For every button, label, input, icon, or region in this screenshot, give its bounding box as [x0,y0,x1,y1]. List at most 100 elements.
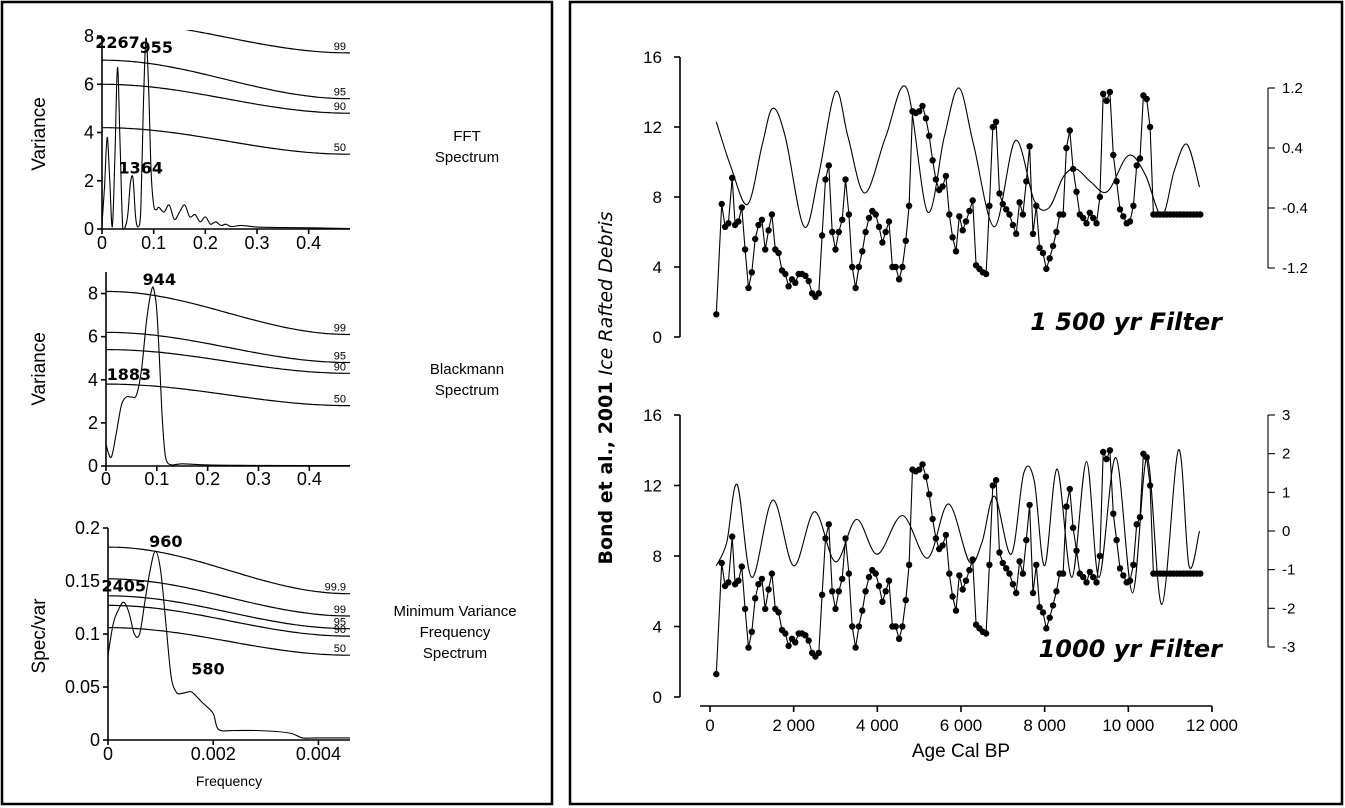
ird-point [815,649,822,657]
ird-point [1096,193,1104,201]
ird-point [916,466,923,473]
ird-point [1130,561,1137,568]
right-tick-label: -3 [1282,639,1295,656]
ird-point [905,202,913,209]
ird-point [1039,609,1047,616]
minimum-variance-spectrum-chart: 0 0.05 0.1 0.15 0.2 0 0.002 0.004 Spec/var Freque… [29,518,517,789]
ird-point [962,218,970,225]
right-tick-label: -1 [1282,562,1295,579]
y-tick-label: 0.05 [65,677,100,697]
ird-point [872,570,879,577]
ird-point [852,644,859,651]
ird-point [839,216,846,223]
x-tick-label: 6 000 [940,716,983,735]
ird-point [849,263,856,271]
y-tick-label: 0 [653,688,662,707]
ird-point [839,575,846,583]
ird-point [1036,244,1043,251]
ird-point [713,670,720,678]
ird-point [842,176,849,183]
ird-point [1136,155,1144,162]
spectrum-line [102,37,350,229]
ird-point [842,535,849,542]
ird-point [752,595,759,602]
ird-point [1026,143,1033,150]
ird-point [1086,568,1094,576]
ird-point [1003,565,1010,572]
ird-point [1093,220,1100,227]
ird-point [1120,213,1127,220]
significance-label: 99 [334,323,346,335]
side-label-line: Spectrum [423,645,487,662]
ird-point [922,473,930,480]
ird-point [745,284,752,292]
filter-title: 1 500 yr Filter [1030,308,1224,336]
x-axis-label: Age Cal BP [912,741,1010,762]
blackmann-spectrum-chart: 0 2 4 6 8 0 0.1 0.2 0.3 0.4 Variance Blackmann Spect… [29,270,504,489]
ird-point [785,642,792,650]
ird-point [1023,178,1030,185]
ird-point [865,214,873,222]
ird-point [1046,614,1053,621]
ird-point [966,566,973,574]
ird-point [835,228,842,236]
ird-point [905,561,913,568]
y-tick-label: 0.2 [75,518,100,538]
y-tick-label: 8 [88,284,98,304]
y-tick-label: 4 [653,618,662,637]
right-tick-label: -2 [1282,600,1295,617]
ird-point [1066,485,1074,493]
ird-point [718,200,725,208]
ird-point [1063,503,1070,510]
ird-point [738,204,745,211]
plot-content [102,30,350,229]
ird-point [805,637,812,644]
x-tick-label: 0.2 [193,233,218,253]
ird-point [855,263,863,271]
ird-point [885,218,893,225]
ird-point [1197,211,1204,218]
filter-1500-chart: 0 4 8 12 16 -1.2 -0.4 0.4 1.2 1 500 yr Filter [643,48,1308,347]
filtered-curve [715,449,1201,606]
ird-point [969,197,976,204]
y-tick-label: 16 [643,406,662,425]
ird-point [999,200,1006,208]
ird-point [1043,265,1050,272]
ird-point [1009,581,1017,588]
ird-point [895,276,903,283]
ird-point [825,162,832,169]
ird-point [829,228,836,236]
ird-point [892,623,899,630]
side-label-line: Blackmann [430,361,504,378]
y-tick-label: 0 [84,219,94,239]
ird-point [962,577,970,584]
ird-point [765,586,772,593]
ird-point [1066,127,1074,134]
x-tick-label: 0.4 [297,469,322,489]
ird-point [822,176,829,183]
ird-point [922,115,930,122]
ird-point [952,248,960,255]
ird-point [785,283,792,290]
ird-point [1100,90,1107,98]
ird-point [899,263,906,271]
significance-label: 99 [334,41,346,53]
ird-point [735,577,742,584]
ird-point [782,630,789,637]
ird-point [859,607,866,614]
ird-line [715,91,1201,315]
significance-label: 99 [334,604,346,616]
ird-point [1036,603,1043,611]
ird-point [946,211,953,218]
ird-point [755,581,762,588]
ird-point [865,573,873,581]
ird-point [956,572,963,579]
right-tick-label: 1.2 [1282,80,1303,97]
significance-label: 90 [334,101,346,113]
ird-point [1133,521,1140,528]
x-tick-label: 0.3 [244,233,269,253]
peak-label: 1883 [107,365,152,384]
peak-label: 2267 [95,33,140,52]
ird-point [725,220,732,227]
ird-point [892,263,899,271]
